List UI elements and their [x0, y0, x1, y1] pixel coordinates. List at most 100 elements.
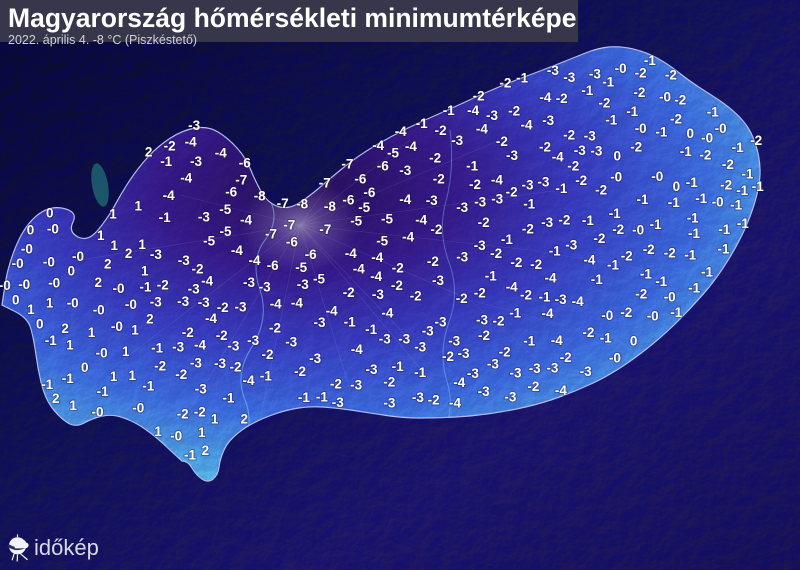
svg-text:-3: -3 [309, 351, 321, 366]
svg-text:-6: -6 [239, 155, 251, 170]
svg-text:-2: -2 [343, 285, 355, 300]
svg-text:-4: -4 [405, 139, 417, 154]
svg-text:-4: -4 [453, 375, 465, 390]
svg-text:-2: -2 [620, 305, 632, 320]
svg-text:1: 1 [110, 238, 118, 253]
svg-text:-4: -4 [544, 270, 556, 285]
svg-text:-3: -3 [589, 66, 601, 81]
svg-text:-2: -2 [508, 103, 520, 118]
svg-text:-3: -3 [332, 395, 344, 410]
svg-text:-1: -1 [160, 154, 172, 169]
svg-text:-3: -3 [467, 366, 479, 381]
svg-text:-1: -1 [485, 268, 497, 283]
svg-text:-6: -6 [225, 185, 237, 200]
svg-text:-1: -1 [582, 213, 594, 228]
svg-text:-1: -1 [365, 322, 377, 337]
svg-text:-1: -1 [509, 306, 521, 321]
svg-text:-0: -0 [647, 309, 659, 324]
svg-text:-3: -3 [372, 287, 384, 302]
svg-text:-7: -7 [341, 156, 353, 171]
svg-text:-3: -3 [563, 70, 575, 85]
svg-text:-3: -3 [521, 178, 533, 193]
svg-text:-5: -5 [295, 260, 307, 275]
svg-text:2: 2 [104, 256, 112, 271]
svg-text:-5: -5 [350, 213, 362, 228]
svg-text:-1: -1 [501, 232, 513, 247]
svg-text:-3: -3 [529, 361, 541, 376]
svg-text:-2: -2 [269, 321, 281, 336]
svg-text:-3: -3 [546, 361, 558, 376]
svg-text:-3: -3 [537, 175, 549, 190]
svg-text:-1: -1 [736, 183, 748, 198]
svg-text:-0: -0 [609, 351, 621, 366]
svg-text:-3: -3 [150, 295, 162, 310]
svg-text:-1: -1 [45, 333, 57, 348]
svg-text:-3: -3 [198, 210, 210, 225]
svg-text:-1: -1 [159, 210, 171, 225]
svg-text:-3: -3 [491, 191, 503, 206]
svg-text:-3: -3 [487, 356, 499, 371]
svg-text:-1: -1 [523, 333, 535, 348]
svg-text:-1: -1 [640, 267, 652, 282]
svg-text:-3: -3 [243, 275, 255, 290]
svg-text:-1: -1 [741, 167, 753, 182]
svg-text:-1: -1 [222, 390, 234, 405]
svg-text:-3: -3 [399, 163, 411, 178]
svg-text:1: 1 [131, 322, 139, 337]
svg-text:-1: -1 [737, 216, 749, 231]
svg-text:1: 1 [154, 424, 162, 439]
svg-text:-2: -2 [643, 242, 655, 257]
svg-text:-4: -4 [506, 280, 518, 295]
svg-text:-3: -3 [432, 273, 444, 288]
svg-text:-3: -3 [313, 315, 325, 330]
svg-text:-3: -3 [195, 381, 207, 396]
svg-text:1: 1 [66, 338, 74, 353]
svg-text:-4: -4 [583, 252, 595, 267]
svg-text:-2: -2 [633, 85, 645, 100]
svg-text:-3: -3 [565, 238, 577, 253]
svg-text:-2: -2 [157, 278, 169, 293]
svg-text:-1: -1 [581, 83, 593, 98]
svg-text:-2: -2 [499, 76, 511, 91]
svg-text:-3: -3 [398, 331, 410, 346]
svg-text:-3: -3 [422, 324, 434, 339]
svg-text:-0: -0 [18, 277, 30, 292]
svg-text:-4: -4 [552, 149, 564, 164]
svg-text:-1: -1 [687, 210, 699, 225]
svg-text:-2: -2 [330, 377, 342, 392]
svg-text:-4: -4 [491, 172, 503, 187]
svg-text:-5: -5 [203, 234, 215, 249]
svg-text:-2: -2 [582, 325, 594, 340]
svg-text:-1: -1 [591, 272, 603, 287]
svg-text:-2: -2 [392, 261, 404, 276]
svg-text:2: 2 [95, 275, 103, 290]
svg-text:-0: -0 [610, 170, 622, 185]
svg-text:0: 0 [46, 205, 54, 220]
svg-text:1: 1 [141, 263, 149, 278]
svg-text:-4: -4 [541, 306, 553, 321]
svg-text:-1: -1 [695, 191, 707, 206]
svg-text:-4: -4 [291, 296, 303, 311]
svg-text:-5: -5 [219, 202, 231, 217]
svg-text:2: 2 [145, 145, 153, 160]
svg-text:-2: -2 [527, 379, 539, 394]
svg-text:-7: -7 [277, 196, 289, 211]
svg-text:-2: -2 [429, 150, 441, 165]
svg-text:-1: -1 [688, 281, 700, 296]
svg-text:-3: -3 [190, 356, 202, 371]
svg-text:-8: -8 [324, 199, 336, 214]
svg-text:0: 0 [12, 293, 20, 308]
svg-text:-2: -2 [154, 358, 166, 373]
svg-text:-1: -1 [752, 179, 764, 194]
svg-text:-1: -1 [41, 377, 53, 392]
svg-text:-3: -3 [456, 200, 468, 215]
svg-text:-5: -5 [219, 224, 231, 239]
svg-text:-0: -0 [664, 289, 676, 304]
svg-text:0: 0 [614, 149, 622, 164]
svg-text:-1: -1 [670, 305, 682, 320]
svg-text:0: 0 [36, 316, 44, 331]
svg-text:-5: -5 [381, 211, 393, 226]
svg-text:-1: -1 [139, 280, 151, 295]
svg-text:-0: -0 [12, 256, 24, 271]
svg-text:-2: -2 [496, 134, 508, 149]
